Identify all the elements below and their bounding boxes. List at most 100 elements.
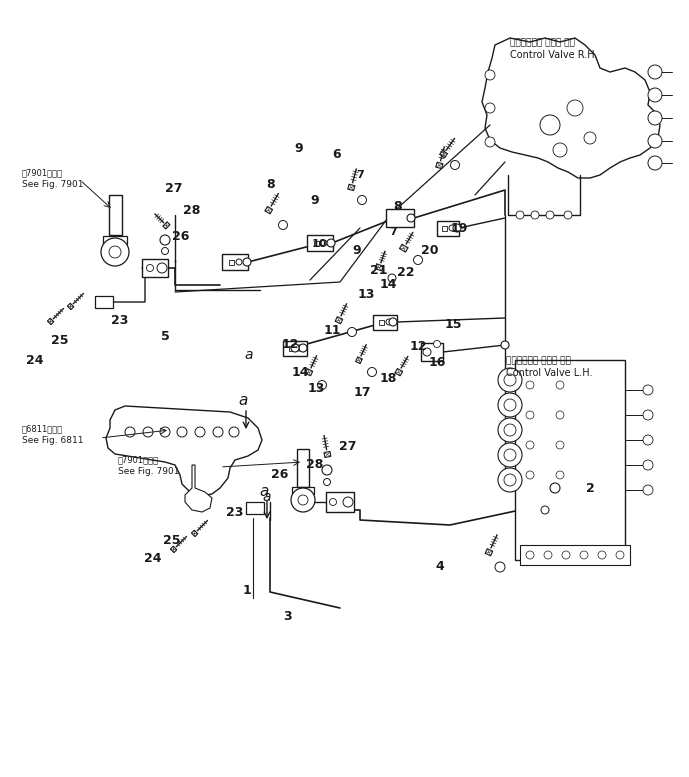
Text: 3: 3 [282, 611, 291, 623]
Text: 20: 20 [421, 243, 439, 256]
Text: 9: 9 [311, 193, 319, 207]
Text: 2: 2 [586, 482, 595, 494]
Bar [229, 260, 234, 264]
Circle shape [516, 211, 524, 219]
Circle shape [109, 246, 121, 258]
Circle shape [498, 468, 522, 492]
Bar [103, 236, 127, 244]
Polygon shape [324, 451, 331, 458]
Bar [142, 259, 168, 277]
Polygon shape [348, 184, 355, 190]
Text: 7: 7 [356, 170, 364, 180]
Circle shape [195, 427, 205, 437]
Circle shape [125, 427, 135, 437]
Circle shape [648, 88, 662, 102]
Text: a: a [238, 393, 247, 408]
Text: See Fig. 6811: See Fig. 6811 [22, 436, 83, 445]
Text: 23: 23 [112, 313, 129, 326]
Text: a: a [245, 348, 254, 362]
Bar [373, 315, 397, 329]
Circle shape [160, 427, 170, 437]
Circle shape [298, 495, 308, 505]
Circle shape [147, 264, 154, 271]
Polygon shape [356, 357, 362, 364]
Polygon shape [185, 465, 212, 512]
Circle shape [485, 137, 495, 147]
Circle shape [540, 115, 560, 135]
Circle shape [213, 427, 223, 437]
Circle shape [526, 471, 534, 479]
Circle shape [562, 551, 570, 559]
Bar [442, 225, 446, 231]
Circle shape [616, 551, 624, 559]
Text: 28: 28 [307, 458, 324, 472]
Polygon shape [400, 244, 408, 252]
Text: 第7901図参照: 第7901図参照 [118, 455, 159, 464]
Circle shape [101, 238, 129, 266]
Circle shape [291, 488, 315, 512]
Text: 28: 28 [183, 204, 200, 217]
Bar [386, 209, 414, 227]
Bar [95, 296, 113, 308]
Circle shape [495, 562, 505, 572]
Circle shape [541, 506, 549, 514]
Text: 7: 7 [389, 227, 397, 237]
Circle shape [544, 551, 552, 559]
Circle shape [498, 418, 522, 442]
Circle shape [367, 368, 376, 377]
Bar [283, 340, 307, 356]
Circle shape [504, 449, 516, 461]
Circle shape [550, 483, 560, 493]
Circle shape [648, 134, 662, 148]
Circle shape [236, 259, 242, 265]
Bar [437, 221, 459, 235]
Circle shape [501, 341, 509, 349]
Polygon shape [335, 317, 342, 324]
Bar [515, 360, 625, 560]
Circle shape [556, 441, 564, 449]
Circle shape [157, 263, 167, 273]
Text: 26: 26 [271, 469, 289, 482]
Circle shape [453, 224, 461, 232]
Text: 27: 27 [165, 182, 183, 194]
Circle shape [324, 479, 331, 486]
Text: 27: 27 [339, 441, 357, 454]
Circle shape [485, 70, 495, 80]
Circle shape [278, 221, 287, 229]
Circle shape [343, 497, 353, 507]
Circle shape [553, 143, 567, 157]
Text: 8: 8 [393, 200, 402, 214]
Text: 23: 23 [226, 506, 244, 518]
Bar [421, 343, 443, 361]
Text: a: a [259, 484, 269, 499]
Circle shape [347, 327, 356, 336]
Text: See Fig. 7901: See Fig. 7901 [118, 467, 180, 476]
Circle shape [327, 239, 335, 247]
Circle shape [567, 100, 583, 116]
Circle shape [546, 211, 554, 219]
Bar [222, 254, 248, 270]
Circle shape [643, 435, 653, 445]
Circle shape [643, 410, 653, 420]
Polygon shape [436, 162, 443, 169]
Text: 21: 21 [370, 263, 388, 277]
Circle shape [299, 344, 307, 352]
Text: コントロール バルブ 右側: コントロール バルブ 右側 [510, 38, 575, 47]
Bar [520, 545, 630, 565]
Text: 第7901図参照: 第7901図参照 [22, 168, 63, 177]
Circle shape [451, 161, 460, 169]
Circle shape [322, 465, 332, 475]
Circle shape [648, 156, 662, 170]
Circle shape [161, 248, 169, 255]
Text: 1: 1 [243, 584, 251, 597]
Circle shape [648, 65, 662, 79]
Circle shape [291, 344, 299, 352]
Circle shape [498, 393, 522, 417]
Text: 4: 4 [435, 560, 444, 573]
Text: 24: 24 [144, 552, 162, 565]
Text: 18: 18 [380, 371, 397, 385]
Text: 9: 9 [353, 243, 361, 256]
Circle shape [643, 485, 653, 495]
Polygon shape [395, 368, 402, 376]
Circle shape [504, 474, 516, 486]
